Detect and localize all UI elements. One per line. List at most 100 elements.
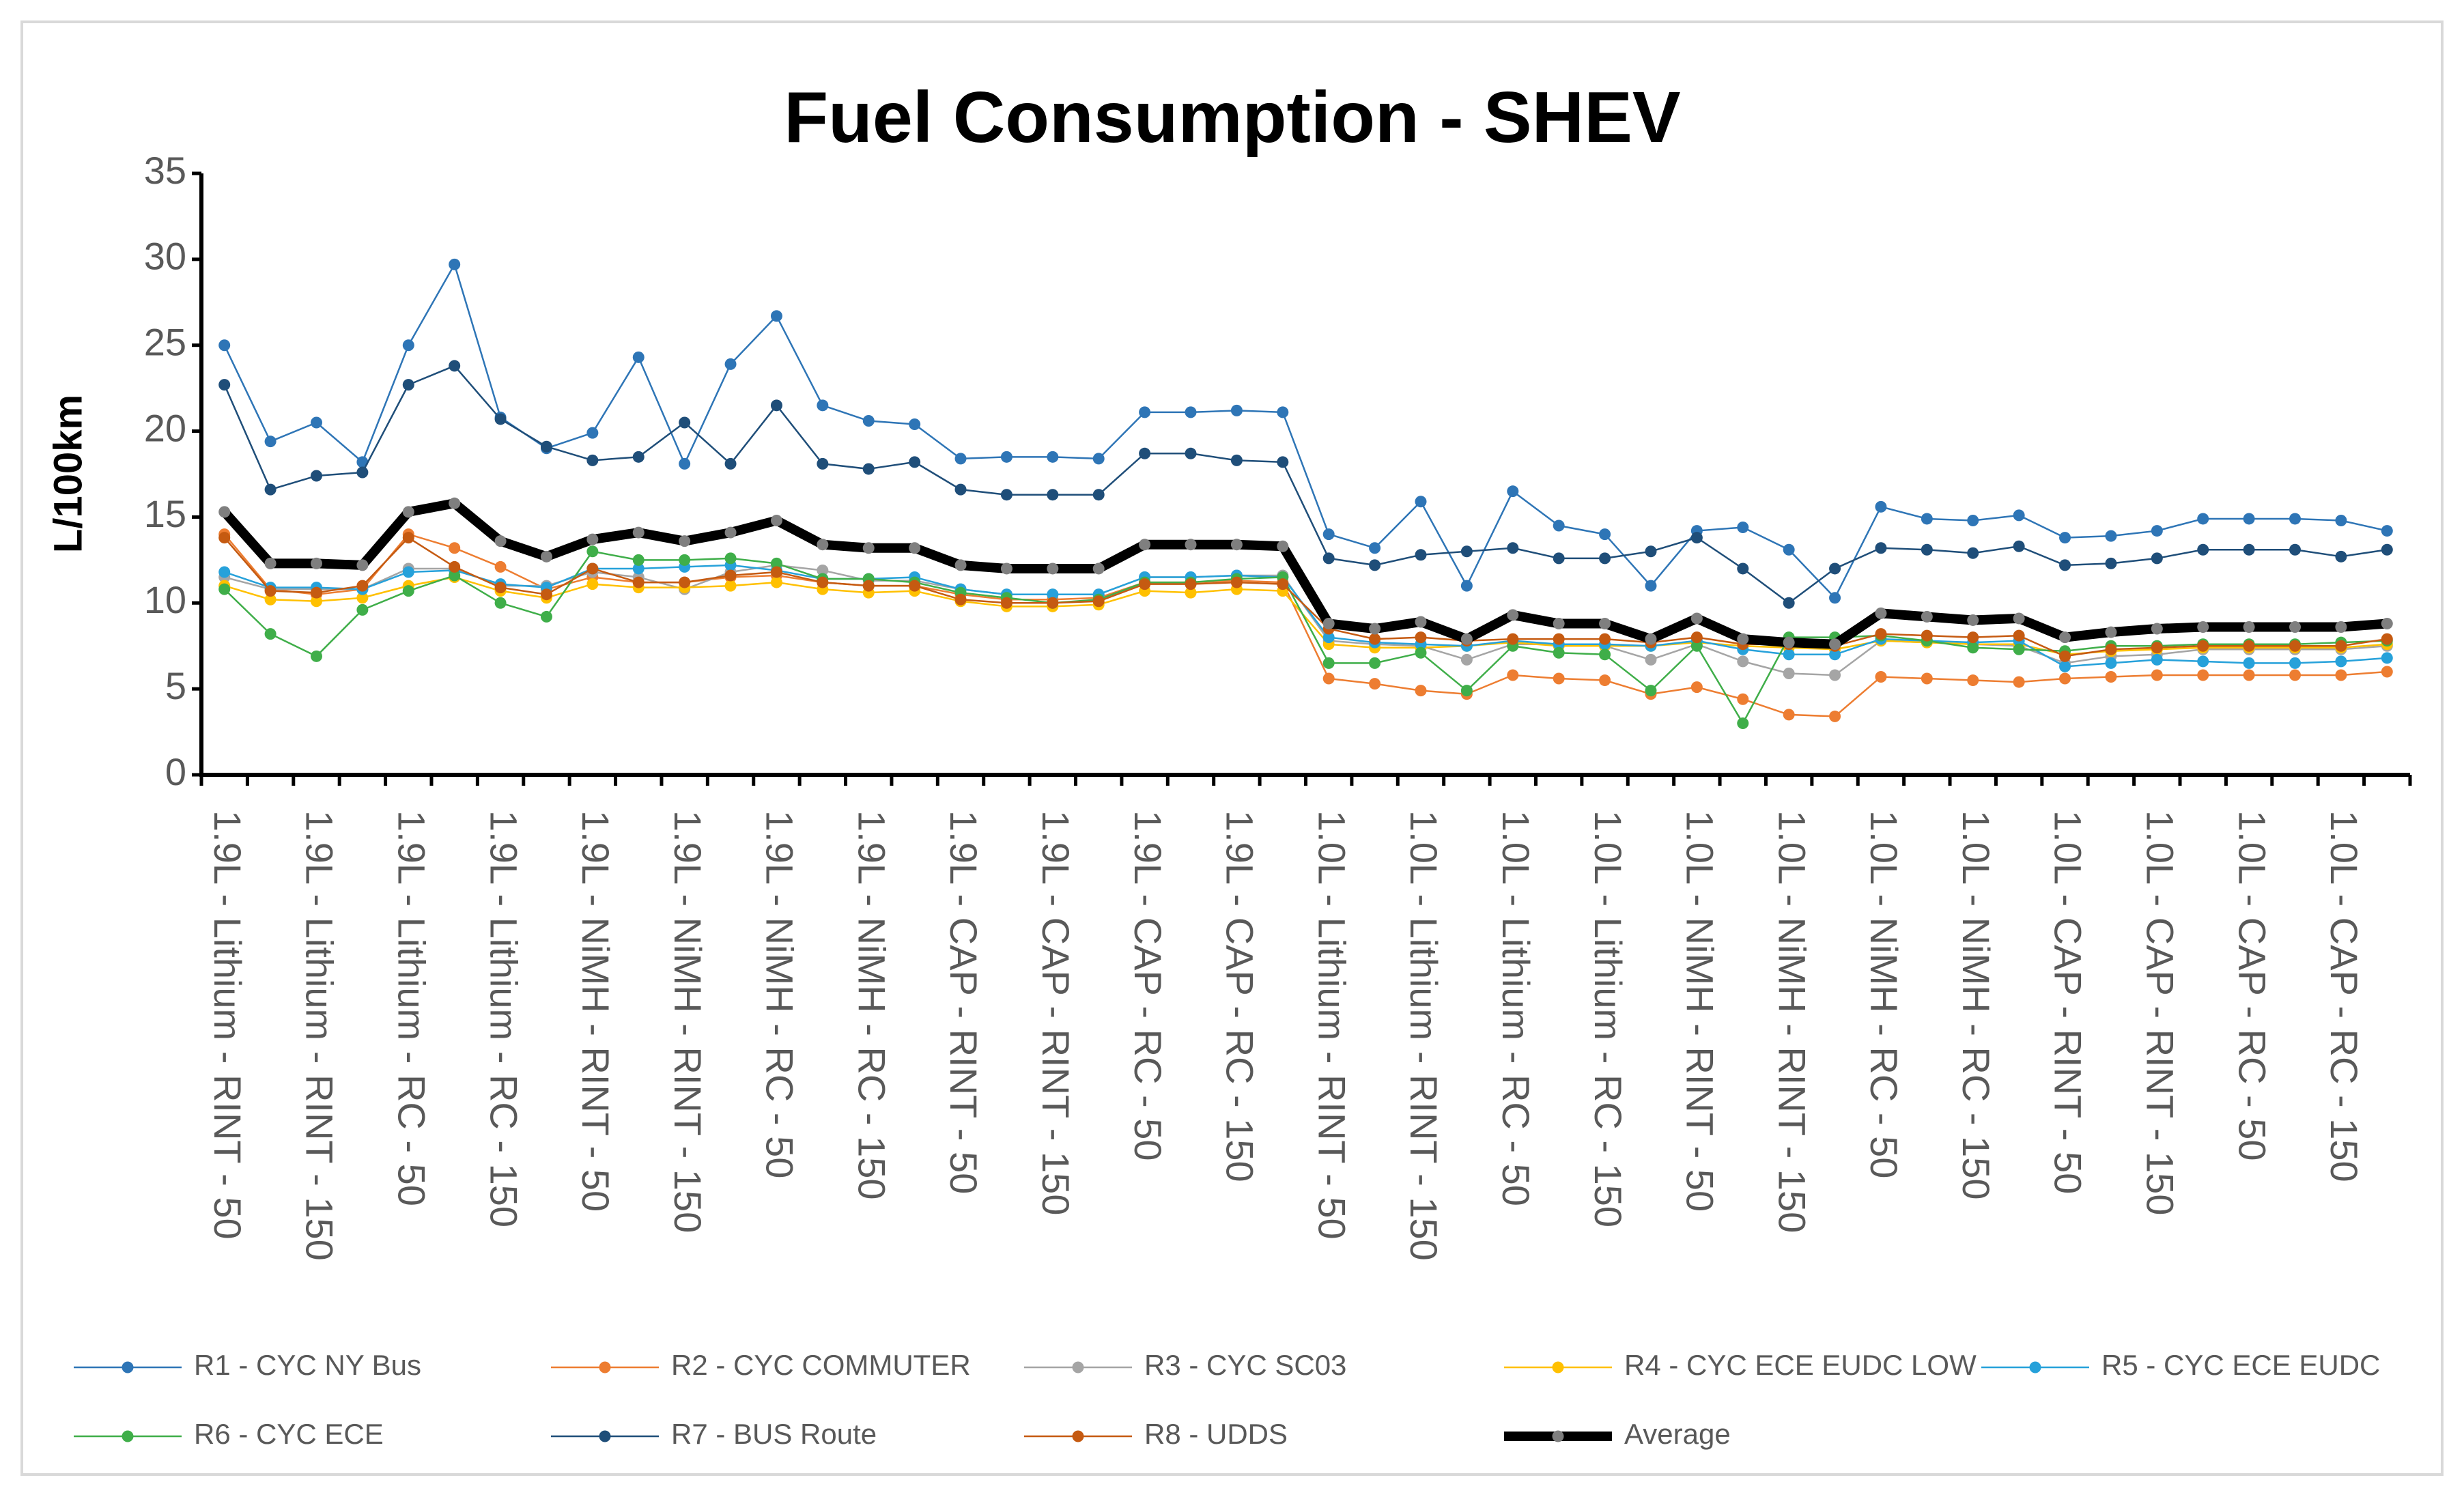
data-point — [1690, 631, 1703, 644]
data-point — [449, 258, 461, 270]
legend-label: R7 - BUS Route — [671, 1418, 877, 1450]
data-point — [1553, 519, 1565, 532]
data-point — [1322, 528, 1335, 541]
data-point — [724, 569, 737, 582]
data-point — [817, 564, 829, 576]
data-point — [1737, 522, 1749, 534]
data-point — [724, 457, 737, 470]
data-point — [1277, 456, 1289, 468]
data-point — [1875, 607, 1887, 619]
data-point — [2197, 513, 2209, 525]
x-tick-label: 1.9L - CAP - RC - 50 — [1127, 810, 1170, 1161]
data-point — [2105, 671, 2117, 683]
data-point — [632, 526, 645, 539]
data-point — [356, 580, 369, 592]
data-point — [2289, 657, 2302, 669]
data-point — [1185, 586, 1197, 599]
data-point — [1415, 646, 1427, 659]
y-axis-label: L/100km — [46, 395, 90, 553]
x-tick-label: 1.0L - NiMH - RINT - 150 — [1770, 810, 1813, 1233]
data-point — [817, 457, 829, 470]
data-point — [724, 358, 737, 370]
data-point — [2059, 650, 2071, 662]
data-point — [1460, 653, 1473, 666]
data-point — [1829, 638, 1841, 651]
data-point — [679, 554, 691, 566]
x-tick-label: 1.0L - Lithium - RC - 50 — [1495, 810, 1538, 1206]
legend-marker — [1552, 1430, 1564, 1442]
data-point — [1277, 578, 1289, 590]
data-point — [2197, 543, 2209, 556]
x-tick-label: 1.9L - Lithium - RC - 150 — [482, 810, 525, 1227]
data-point — [356, 456, 369, 468]
data-point — [1553, 617, 1565, 629]
data-point — [1139, 406, 1151, 418]
y-tick-label: 0 — [165, 750, 186, 793]
chart-frame — [20, 20, 2444, 1476]
legend-marker — [122, 1430, 134, 1442]
data-point — [1277, 540, 1289, 552]
data-point — [1783, 709, 1795, 721]
data-point — [2151, 669, 2163, 681]
legend-label: R3 - CYC SC03 — [1144, 1349, 1346, 1381]
data-point — [1921, 672, 1933, 685]
data-point — [1322, 672, 1335, 685]
data-point — [2289, 621, 2302, 633]
data-point — [1277, 406, 1289, 418]
data-point — [402, 532, 414, 544]
data-point — [356, 559, 369, 571]
data-point — [1047, 451, 1059, 463]
y-tick-label: 30 — [144, 235, 186, 278]
y-tick-label: 5 — [165, 664, 186, 707]
data-point — [2381, 525, 2393, 537]
data-point — [356, 592, 369, 604]
series-line — [223, 537, 2388, 657]
data-point — [1829, 669, 1841, 681]
x-tick-label: 1.9L - CAP - RC - 150 — [1219, 810, 1262, 1182]
data-point — [2059, 559, 2071, 571]
data-point — [2289, 543, 2302, 556]
data-point — [264, 585, 277, 597]
y-tick-label: 15 — [144, 492, 186, 535]
data-point — [1092, 595, 1105, 608]
data-point — [1875, 500, 1887, 513]
data-point — [540, 550, 552, 563]
x-tick-label: 1.0L - Lithium - RINT - 50 — [1310, 810, 1353, 1240]
data-point — [2197, 669, 2209, 681]
legend-marker — [1072, 1361, 1084, 1373]
data-point — [1460, 633, 1473, 645]
data-point — [494, 413, 507, 425]
data-point — [909, 580, 921, 592]
data-point — [218, 566, 231, 578]
data-point — [1690, 681, 1703, 694]
data-point — [402, 506, 414, 518]
data-point — [1139, 539, 1151, 551]
data-point — [540, 610, 552, 623]
legend-marker — [1072, 1430, 1084, 1442]
data-point — [449, 560, 461, 573]
legend-label: Average — [1624, 1418, 1731, 1450]
data-point — [1783, 649, 1795, 661]
data-point — [2013, 676, 2025, 688]
data-point — [679, 457, 691, 470]
data-point — [218, 583, 231, 595]
data-point — [540, 440, 552, 453]
data-point — [310, 416, 322, 429]
data-point — [264, 483, 277, 496]
x-tick-label: 1.0L - CAP - RINT - 50 — [2047, 810, 2090, 1194]
data-point — [1139, 578, 1151, 590]
data-point — [218, 379, 231, 391]
x-tick-label: 1.9L - NiMH - RC - 150 — [850, 810, 893, 1200]
data-point — [2151, 525, 2163, 537]
data-point — [586, 454, 599, 466]
data-point — [449, 497, 461, 509]
data-point — [1829, 649, 1841, 661]
data-point — [1645, 545, 1657, 558]
data-point — [2059, 672, 2071, 685]
data-point — [2289, 640, 2302, 652]
data-point — [586, 545, 599, 558]
x-tick-label: 1.0L - NiMH - RC - 150 — [1955, 810, 1998, 1200]
legend-marker — [122, 1361, 134, 1373]
data-point — [1599, 528, 1611, 541]
data-point — [2243, 621, 2255, 633]
